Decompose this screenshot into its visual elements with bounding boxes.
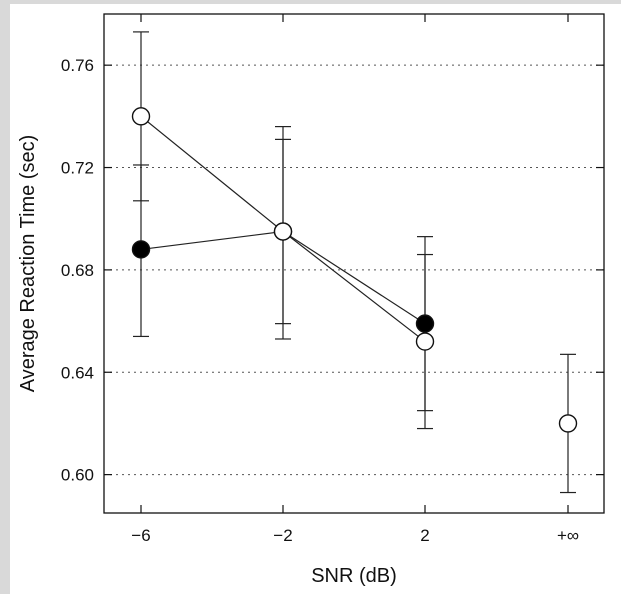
y-tick-label-1: 0.64 bbox=[61, 363, 94, 382]
axes-layer bbox=[103, 13, 605, 514]
x-tick-label-0: −6 bbox=[131, 526, 150, 545]
x-tick-label-3: +∞ bbox=[557, 526, 579, 545]
y-tick-label-2: 0.68 bbox=[61, 261, 94, 280]
marker-layer bbox=[131, 107, 578, 433]
point-s0-2 bbox=[415, 314, 435, 333]
point-s1-3 bbox=[558, 414, 578, 433]
x-axis-label: SNR (dB) bbox=[311, 565, 397, 587]
errorbar-layer bbox=[133, 31, 576, 494]
point-s1-2 bbox=[415, 332, 435, 351]
y-tick-label-0: 0.60 bbox=[61, 466, 94, 485]
grid-layer bbox=[104, 64, 604, 476]
plot-border bbox=[103, 13, 605, 514]
point-s1-0 bbox=[131, 107, 151, 126]
chart-frame bbox=[10, 4, 621, 594]
y-axis-label: Average Reaction Time (sec) bbox=[17, 135, 39, 393]
label-layer: 0.60 0.64 0.68 0.72 0.76 −6 −2 2 +∞ bbox=[61, 56, 579, 545]
y-tick-label-4: 0.76 bbox=[61, 56, 94, 75]
y-tick-label-3: 0.72 bbox=[61, 159, 94, 178]
x-tick-label-1: −2 bbox=[273, 526, 292, 545]
point-s1-1 bbox=[273, 222, 293, 241]
x-tick-label-2: 2 bbox=[420, 526, 429, 545]
point-s0-0 bbox=[131, 240, 151, 259]
